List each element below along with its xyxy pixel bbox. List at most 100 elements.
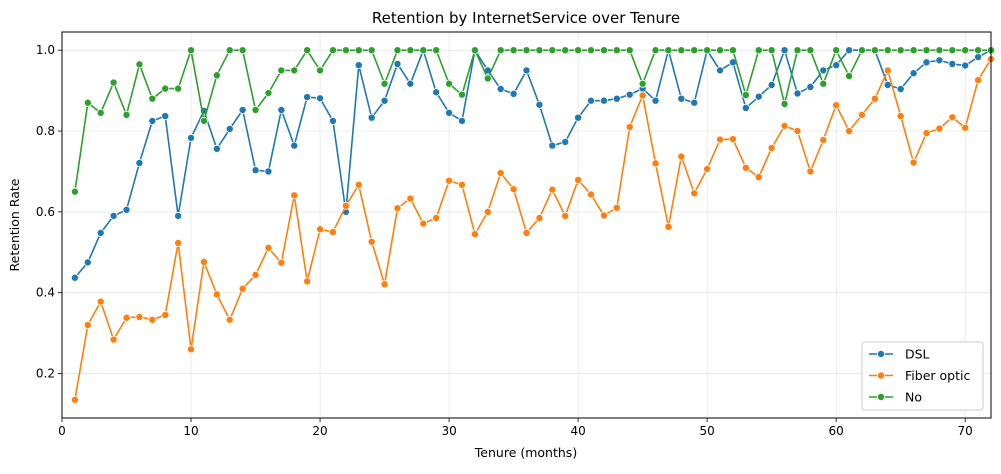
data-point [316,66,325,75]
data-point [935,56,944,65]
data-point [870,46,879,55]
data-point [754,173,763,182]
data-point [457,90,466,99]
data-point [587,96,596,105]
data-point [961,123,970,132]
data-point [548,185,557,194]
data-point [483,74,492,83]
data-point [741,91,750,100]
data-point [651,96,660,105]
series-line [74,49,991,192]
data-point [974,76,983,85]
data-point [883,46,892,55]
data-point [135,60,144,69]
data-point [328,46,337,55]
data-point [290,191,299,200]
data-point [445,108,454,117]
data-point [161,310,170,319]
legend-marker [877,371,886,380]
chart-title: Retention by InternetService over Tenure [372,9,680,27]
data-point [290,141,299,150]
data-point [896,84,905,93]
data-point [380,96,389,105]
data-point [599,46,608,55]
data-point [806,82,815,91]
data-point [70,395,79,404]
data-point [754,92,763,101]
data-point [896,46,905,55]
data-point [819,66,828,75]
data-point [457,180,466,189]
data-point [174,84,183,93]
data-point [264,243,273,252]
legend-label: Fiber optic [905,368,970,383]
data-point [341,201,350,210]
data-point [535,100,544,109]
data-point [238,106,247,115]
data-point [780,99,789,108]
data-point [96,108,105,117]
data-point [470,230,479,239]
series-line [74,49,992,279]
data-point [380,79,389,88]
data-point [857,110,866,119]
data-point [187,345,196,354]
data-point [238,46,247,55]
data-point [496,84,505,93]
data-point [625,46,634,55]
data-point [251,106,260,115]
data-point [909,46,918,55]
data-point [393,46,402,55]
data-point [380,280,389,289]
data-point [935,124,944,133]
y-tick-label: 0.8 [36,124,55,138]
data-point [251,166,260,175]
data-point [367,113,376,122]
data-point [561,137,570,146]
data-point [432,88,441,97]
data-point [303,277,312,286]
data-point [845,46,854,55]
x-axis: 0 10 20 30 40 50 60 70 [58,418,973,438]
data-point [845,72,854,81]
data-point [354,61,363,70]
data-point [109,335,118,344]
data-point [638,79,647,88]
data-point [509,46,518,55]
data-point [780,121,789,130]
data-point [574,113,583,122]
data-point [264,167,273,176]
x-tick-label: 60 [829,424,844,438]
data-point [767,46,776,55]
data-point [122,110,131,119]
data-point [857,46,866,55]
y-tick-label: 0.2 [36,367,55,381]
data-point [509,89,518,98]
x-axis-label: Tenure (months) [474,445,577,460]
data-point [148,116,157,125]
data-point [393,59,402,68]
data-point [806,46,815,55]
data-point [316,94,325,103]
data-point [225,46,234,55]
data-point [522,228,531,237]
data-point [483,207,492,216]
data-point [354,46,363,55]
data-point [522,46,531,55]
legend-label: DSL [905,347,930,362]
data-point [819,79,828,88]
series-layer [70,46,996,404]
data-point [599,211,608,220]
data-point [767,80,776,89]
data-point [754,46,763,55]
data-point [961,46,970,55]
data-point [109,211,118,220]
data-point [793,46,802,55]
data-point [122,205,131,214]
data-point [432,46,441,55]
data-point [599,96,608,105]
data-point [406,79,415,88]
data-point [83,258,92,267]
data-point [199,116,208,125]
